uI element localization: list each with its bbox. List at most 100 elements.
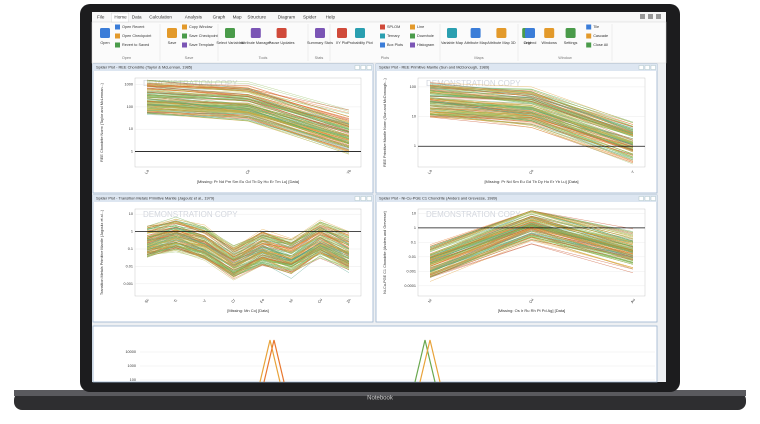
ribbon-button[interactable]: Variable Map xyxy=(441,41,463,45)
x-tick-label: Ni xyxy=(289,298,294,303)
menu-item[interactable]: Structure xyxy=(247,15,266,20)
ribbon-button[interactable]: Attribute Map xyxy=(464,41,487,45)
ribbon-small-button[interactable]: Tile xyxy=(593,25,599,29)
spider-line xyxy=(429,113,634,158)
spider-line xyxy=(146,220,350,251)
window-button[interactable] xyxy=(638,65,644,70)
menu-item[interactable]: Map xyxy=(233,15,242,20)
x-tick-label: Cr xyxy=(231,298,237,304)
ribbon-small-button[interactable]: SPLOM xyxy=(387,25,400,29)
ribbon-group-label: Plots xyxy=(381,56,390,60)
ribbon-small-button[interactable]: Cascade xyxy=(593,34,608,38)
ribbon-button[interactable]: Select Variables xyxy=(216,41,243,45)
window-button[interactable] xyxy=(366,196,372,201)
y-tick-label: 10 xyxy=(412,115,416,119)
menu-item[interactable]: Calculation xyxy=(149,15,172,20)
spider-line xyxy=(429,233,634,273)
window-button[interactable] xyxy=(650,196,656,201)
window-button[interactable] xyxy=(644,65,650,70)
spider-line xyxy=(429,239,634,277)
ribbon-button[interactable]: Grid xyxy=(524,41,531,45)
ribbon-small-button[interactable]: Close All xyxy=(593,43,608,47)
spider-line xyxy=(429,98,634,147)
ribbon-small-button[interactable]: Open Checkpoint xyxy=(122,34,152,38)
spider-line xyxy=(429,95,634,138)
x-axis-label: [Missing: Pr Nd Pm Sm Eu Gd Tb Dy Ho Er … xyxy=(197,179,299,184)
ribbon-small-button[interactable]: Open Recent xyxy=(122,25,145,29)
ribbon-small-icon xyxy=(182,24,187,30)
y-tick-label: 0.0001 xyxy=(404,284,416,288)
ribbon-group-label: Save xyxy=(185,56,194,60)
spider-line xyxy=(146,241,350,272)
window-button[interactable] xyxy=(360,65,366,70)
menu-item[interactable]: Graph xyxy=(213,15,226,20)
spider-line xyxy=(429,86,634,136)
spider-line xyxy=(146,243,350,271)
window-button[interactable] xyxy=(354,196,360,201)
spider-line xyxy=(146,237,350,267)
spider-line xyxy=(146,85,350,119)
spider-line xyxy=(146,82,350,117)
x-tick-label: V xyxy=(202,299,207,304)
spider-line xyxy=(429,236,634,276)
ribbon-button[interactable]: Legend xyxy=(524,41,537,45)
spider-line xyxy=(146,234,350,266)
spider-line xyxy=(429,243,634,278)
y-axis-label: Ni-Cu-PGE C1 Chondrite (Anders and Greve… xyxy=(383,210,387,293)
spider-line xyxy=(419,339,441,383)
window-button[interactable] xyxy=(366,65,372,70)
window-control[interactable] xyxy=(640,14,645,19)
ribbon-button[interactable]: Settings xyxy=(564,41,578,45)
ribbon-button[interactable]: Pause Updates xyxy=(269,41,295,45)
ribbon-button[interactable]: Attribute Manager xyxy=(241,41,272,45)
ribbon-button[interactable]: XY Plot xyxy=(336,41,350,45)
spider-line xyxy=(429,219,634,259)
ribbon-small-button[interactable]: Box Plots xyxy=(387,43,403,47)
ribbon-small-icon xyxy=(410,24,415,30)
ribbon-small-button[interactable]: Ternary xyxy=(387,34,400,38)
spider-line xyxy=(414,339,436,383)
menu-item[interactable]: Diagram xyxy=(278,15,296,20)
window-button[interactable] xyxy=(354,65,360,70)
ribbon-small-button[interactable]: Downhole xyxy=(417,34,434,38)
ribbon-button[interactable]: Summary Stats xyxy=(307,41,333,45)
ribbon-button[interactable]: Probability Plot xyxy=(347,41,373,45)
ribbon-button[interactable]: Windows xyxy=(541,41,557,45)
ribbon-icon xyxy=(355,28,365,38)
spider-line xyxy=(429,237,634,277)
window-button[interactable] xyxy=(360,196,366,201)
spider-line xyxy=(146,232,350,260)
window-control[interactable] xyxy=(648,14,653,19)
window-control[interactable] xyxy=(656,14,661,19)
x-tick-label: Cu xyxy=(317,298,323,304)
ribbon-button[interactable]: Attribute Map 3D xyxy=(487,41,516,45)
window-button[interactable] xyxy=(638,196,644,201)
x-tick-label: Yb xyxy=(346,169,352,175)
menu-item[interactable]: File xyxy=(97,15,105,20)
ribbon-small-button[interactable]: Save Template xyxy=(189,43,214,47)
menu-item[interactable]: Home xyxy=(114,15,127,20)
ribbon-button[interactable]: Open xyxy=(100,41,109,45)
spider-line xyxy=(429,230,634,272)
spider-line xyxy=(146,86,350,121)
x-tick-label: Ce xyxy=(529,169,535,175)
spider-line xyxy=(429,216,634,256)
y-tick-label: 100 xyxy=(130,378,136,382)
window-title-bar xyxy=(93,195,373,202)
ribbon-small-button[interactable]: Line xyxy=(417,25,424,29)
spider-line xyxy=(429,216,634,252)
ribbon-small-button[interactable]: Save Checkpoint xyxy=(189,34,219,38)
ribbon-button[interactable]: Save xyxy=(168,41,177,45)
menu-item[interactable]: Spider xyxy=(303,15,317,20)
x-tick-label: Fe xyxy=(260,298,266,304)
ribbon-small-button[interactable]: Histogram xyxy=(417,43,434,47)
ribbon-small-button[interactable]: Copy Window xyxy=(189,25,213,29)
menu-item[interactable]: Data xyxy=(132,15,142,20)
spider-line xyxy=(146,237,350,269)
spider-line xyxy=(146,83,350,120)
window-button[interactable] xyxy=(644,196,650,201)
menu-item[interactable]: Help xyxy=(326,15,336,20)
ribbon-small-button[interactable]: Revert to Saved xyxy=(122,43,149,47)
menu-item[interactable]: Analysis xyxy=(185,15,203,20)
window-button[interactable] xyxy=(650,65,656,70)
